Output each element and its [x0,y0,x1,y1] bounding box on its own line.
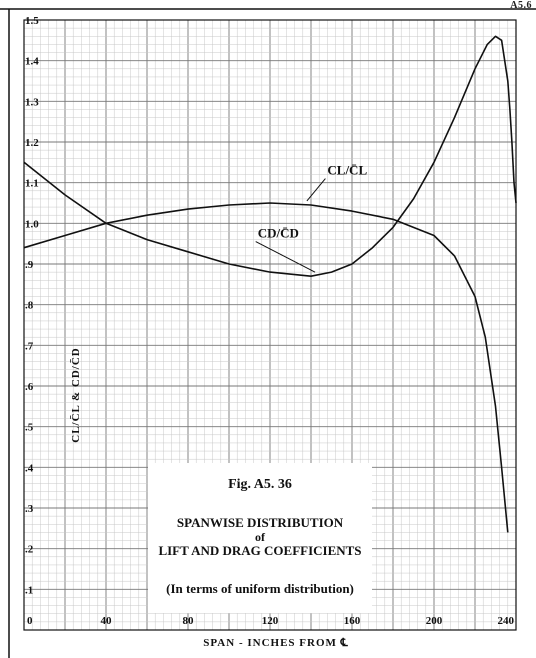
y-tick-label: .5 [25,422,34,434]
plot-border [23,19,517,631]
caption-title-line1: SPANWISE DISTRIBUTION [176,515,344,530]
curve-label-drag: CD/C̄D [258,226,299,241]
y-tick-label: 1.2 [25,137,39,149]
page-code: A5.6 [510,0,532,11]
y-axis-title: CL/C̄L & CD/C̄D [70,347,82,443]
x-tick-label: 80 [183,615,195,627]
x-axis-title: SPAN - INCHES FROM ℄ [203,637,348,649]
y-tick-label: .7 [25,340,34,352]
y-tick-label: .4 [25,462,34,474]
figure-number: Fig. A5. 36 [228,477,292,492]
y-tick-label: .8 [25,300,34,312]
curve-label-lift: CL/C̄L [327,163,367,178]
series-layer [23,35,517,533]
curve-label-leader [255,241,316,273]
plot-area-border [23,19,517,631]
x-tick-label: 240 [498,615,515,627]
series-line-drag [23,35,517,277]
curve-label-leader [306,178,326,202]
y-tick-label: 1.4 [25,56,39,68]
y-tick-label: 1.3 [25,96,39,108]
y-tick-label: 1.1 [25,178,39,190]
series-line-lift [23,202,509,533]
caption-title-line2: LIFT AND DRAG COEFFICIENTS [158,543,362,558]
x-tick-label: 200 [426,615,443,627]
x-tick-labels: 0 40 80 120 160 200 240 [27,615,515,627]
caption-title-of: of [255,530,265,544]
y-tick-label: .9 [25,259,34,271]
y-tick-label: 1.5 [25,15,39,27]
y-tick-label: .2 [25,544,34,556]
y-tick-label: .1 [25,584,33,596]
grid [23,19,517,631]
y-tick-labels: .1 .2 .3 .4 .5 .6 .7 .8 .9 1.0 1.1 1.2 1.3 1.4 1.5 [25,15,39,596]
y-tick-label: 1.0 [25,218,39,230]
page-frame [0,8,536,658]
y-tick-label: .3 [25,503,34,515]
x-tick-label: 40 [101,615,113,627]
caption-note: (In terms of uniform distribution) [166,581,354,596]
curve-labels: CL/C̄L CD/C̄D [255,163,367,273]
x-tick-label: 160 [344,615,361,627]
x-tick-label: 120 [262,615,279,627]
figure-caption: Fig. A5. 36 SPANWISE DISTRIBUTION of LIF… [148,463,372,613]
y-tick-label: .6 [25,381,34,393]
x-tick-label: 0 [27,615,33,627]
